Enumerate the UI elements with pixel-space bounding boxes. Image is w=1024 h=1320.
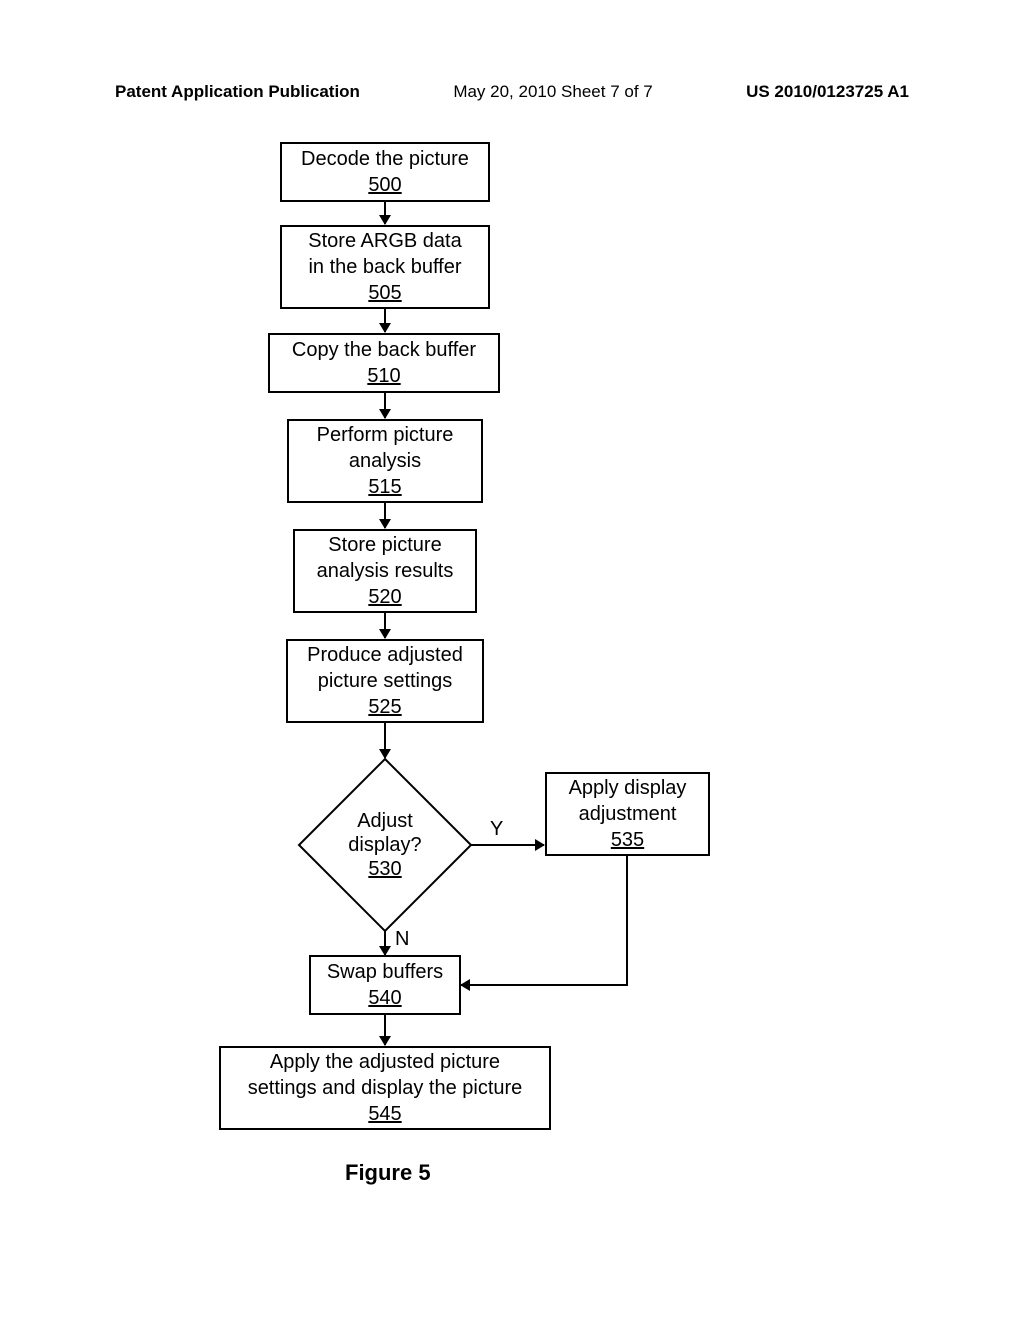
arrow-535-540-h	[461, 984, 628, 986]
arrow-525-530	[384, 723, 386, 758]
node-500-text: Decode the picture	[301, 146, 469, 172]
node-530-num: 530	[368, 857, 401, 881]
arrow-510-515	[384, 393, 386, 418]
arrow-530-535	[471, 844, 544, 846]
arrow-540-545	[384, 1015, 386, 1045]
node-500-num: 500	[368, 172, 401, 198]
node-525: Produce adjusted picture settings 525	[286, 639, 484, 723]
edge-label-n: N	[395, 928, 409, 951]
arrow-535-540-v	[626, 856, 628, 984]
node-520-num: 520	[368, 584, 401, 610]
arrow-505-510	[384, 309, 386, 332]
node-545: Apply the adjusted picture settings and …	[219, 1046, 551, 1130]
arrow-520-525	[384, 613, 386, 638]
node-500: Decode the picture 500	[280, 142, 490, 202]
node-540-num: 540	[368, 985, 401, 1011]
arrow-515-520	[384, 503, 386, 528]
node-535-text: Apply display adjustment	[569, 775, 687, 827]
node-525-num: 525	[368, 694, 401, 720]
node-520-text: Store picture analysis results	[317, 532, 454, 584]
edge-label-y: Y	[490, 818, 503, 841]
node-505-text: Store ARGB data in the back buffer	[308, 228, 461, 280]
node-545-num: 545	[368, 1101, 401, 1127]
node-535: Apply display adjustment 535	[545, 772, 710, 856]
header-right: US 2010/0123725 A1	[746, 82, 909, 102]
node-520: Store picture analysis results 520	[293, 529, 477, 613]
node-545-text: Apply the adjusted picture settings and …	[248, 1049, 523, 1101]
page-header: Patent Application Publication May 20, 2…	[0, 82, 1024, 102]
header-left: Patent Application Publication	[115, 82, 360, 102]
node-540-text: Swap buffers	[327, 959, 443, 985]
node-505: Store ARGB data in the back buffer 505	[280, 225, 490, 309]
node-515: Perform picture analysis 515	[287, 419, 483, 503]
node-510: Copy the back buffer 510	[268, 333, 500, 393]
node-535-num: 535	[611, 827, 644, 853]
node-540: Swap buffers 540	[309, 955, 461, 1015]
node-510-num: 510	[367, 363, 400, 389]
node-530: Adjust display? 530	[291, 751, 479, 939]
node-515-num: 515	[368, 474, 401, 500]
node-505-num: 505	[368, 280, 401, 306]
node-530-label: Adjust display? 530	[291, 751, 479, 939]
node-530-text: Adjust display?	[348, 809, 421, 857]
header-mid: May 20, 2010 Sheet 7 of 7	[453, 82, 652, 102]
arrow-530-540	[384, 931, 386, 955]
arrow-500-505	[384, 202, 386, 224]
node-525-text: Produce adjusted picture settings	[307, 642, 463, 694]
figure-label: Figure 5	[345, 1160, 431, 1186]
node-515-text: Perform picture analysis	[317, 422, 454, 474]
node-510-text: Copy the back buffer	[292, 337, 476, 363]
